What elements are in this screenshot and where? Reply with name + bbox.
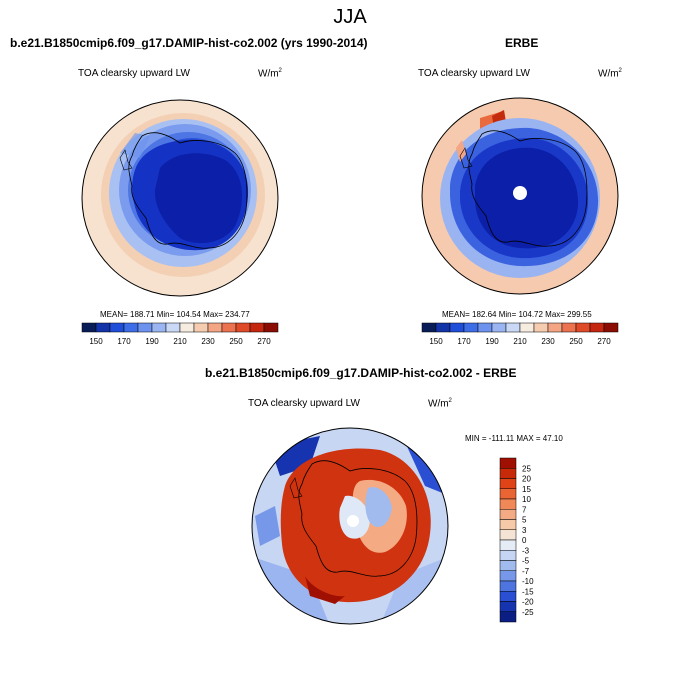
colorbar-swatch <box>499 601 517 612</box>
panel-obs-units: W/m2 <box>598 68 622 80</box>
colorbar-swatch <box>499 539 517 551</box>
colorbar-tick-label: -25 <box>522 608 534 617</box>
colorbar-swatch <box>95 322 111 333</box>
colorbar-tick-label: 190 <box>485 337 499 346</box>
colorbar-swatch <box>499 498 517 510</box>
colorbar-swatch <box>499 519 517 530</box>
colorbar-swatch <box>499 580 517 592</box>
panel-model-units: W/m2 <box>258 68 282 80</box>
colorbar-swatch <box>519 322 535 333</box>
colorbar-swatch <box>547 322 563 333</box>
panel-diff-units: W/m2 <box>428 398 452 410</box>
colorbar-tick-label: 170 <box>117 337 131 346</box>
colorbar-tick-label: -3 <box>522 546 530 555</box>
colorbar-tick-label: 0 <box>522 536 527 545</box>
colorbar-tick-label: 15 <box>522 485 531 494</box>
panel-obs-header: ERBE <box>505 36 539 50</box>
colorbar-swatch <box>235 322 251 333</box>
colorbar-swatch <box>151 322 167 333</box>
panel-model-stats: MEAN= 188.71 Min= 104.54 Max= 234.77 <box>100 310 250 319</box>
colorbar-tick-label: -20 <box>522 598 534 607</box>
panel-diff-header: b.e21.B1850cmip6.f09_g17.DAMIP-hist-co2.… <box>205 366 517 380</box>
colorbar-swatch <box>603 322 619 333</box>
colorbar-swatch <box>499 611 517 623</box>
colorbar-swatch <box>263 322 279 333</box>
colorbar-tick-label: 10 <box>522 495 531 504</box>
colorbar-swatch <box>435 322 451 333</box>
polar-map-diff <box>251 427 449 625</box>
colorbar-tick-label: 25 <box>522 464 531 473</box>
colorbar-tick-label: 270 <box>597 337 611 346</box>
colorbar-swatch <box>499 468 517 479</box>
colorbar-tick-label: 210 <box>513 337 527 346</box>
panel-diff-variable: TOA clearsky upward LW <box>248 398 360 409</box>
colorbar-tick-label: 250 <box>229 337 243 346</box>
panel-model-variable: TOA clearsky upward LW <box>78 68 190 79</box>
colorbar-swatch <box>165 322 181 333</box>
colorbar-swatch <box>499 591 517 602</box>
panel-obs-variable: TOA clearsky upward LW <box>418 68 530 79</box>
colorbar-swatch <box>589 322 605 333</box>
colorbar-tick-label: 7 <box>522 505 527 514</box>
colorbar-swatch <box>505 322 521 333</box>
colorbar-tick-label: 210 <box>173 337 187 346</box>
colorbar-swatch <box>499 529 517 541</box>
colorbar-swatch <box>491 322 507 333</box>
colorbar-tick-label: 190 <box>145 337 159 346</box>
panel-model-header: b.e21.B1850cmip6.f09_g17.DAMIP-hist-co2.… <box>10 36 368 50</box>
panel-diff-stats: MIN = -111.11 MAX = 47.10 <box>465 434 563 443</box>
colorbar-tick-label: 3 <box>522 526 527 535</box>
colorbar-tick-label: -5 <box>522 557 530 566</box>
polar-map-obs <box>421 97 619 295</box>
colorbar-tick-label: 150 <box>429 337 443 346</box>
colorbar-swatch <box>137 322 153 333</box>
colorbar-swatch <box>463 322 479 333</box>
colorbar-swatch <box>221 322 237 333</box>
colorbar-tick-label: -10 <box>522 577 534 586</box>
colorbar-tick-label: -7 <box>522 567 530 576</box>
colorbar-tick-label: 230 <box>541 337 555 346</box>
colorbar-tick-label: 20 <box>522 475 531 484</box>
colorbar-swatch <box>533 322 549 333</box>
figure-title: JJA <box>333 6 367 28</box>
colorbar-tick-label: 170 <box>457 337 471 346</box>
colorbar-model: 150170190210230250270290 <box>81 322 279 346</box>
colorbar-swatch <box>499 550 517 561</box>
colorbar-swatch <box>421 322 437 333</box>
colorbar-swatch <box>249 322 265 333</box>
colorbar-swatch <box>123 322 139 333</box>
colorbar-tick-label: 250 <box>569 337 583 346</box>
colorbar-tick-label: 230 <box>201 337 215 346</box>
colorbar-tick-label: -15 <box>522 587 534 596</box>
colorbar-swatch <box>179 322 195 333</box>
colorbar-swatch <box>207 322 223 333</box>
colorbar-swatch <box>575 322 591 333</box>
colorbar-swatch <box>499 570 517 582</box>
colorbar-tick-label: 150 <box>89 337 103 346</box>
colorbar-swatch <box>109 322 125 333</box>
colorbar-swatch <box>81 322 97 333</box>
colorbar-tick-label: 270 <box>257 337 271 346</box>
panel-obs-stats: MEAN= 182.64 Min= 104.72 Max= 299.55 <box>442 310 592 319</box>
colorbar-swatch <box>499 488 517 500</box>
colorbar-obs: 150170190210230250270290 <box>421 322 619 346</box>
colorbar-swatch <box>561 322 577 333</box>
colorbar-swatch <box>499 478 517 489</box>
colorbar-swatch <box>477 322 493 333</box>
colorbar-swatch <box>499 509 517 520</box>
colorbar-swatch <box>449 322 465 333</box>
colorbar-swatch <box>499 560 517 571</box>
colorbar-swatch <box>193 322 209 333</box>
polar-map-model <box>81 99 279 297</box>
colorbar-tick-label: 5 <box>522 516 527 525</box>
colorbar-swatch <box>499 457 517 469</box>
